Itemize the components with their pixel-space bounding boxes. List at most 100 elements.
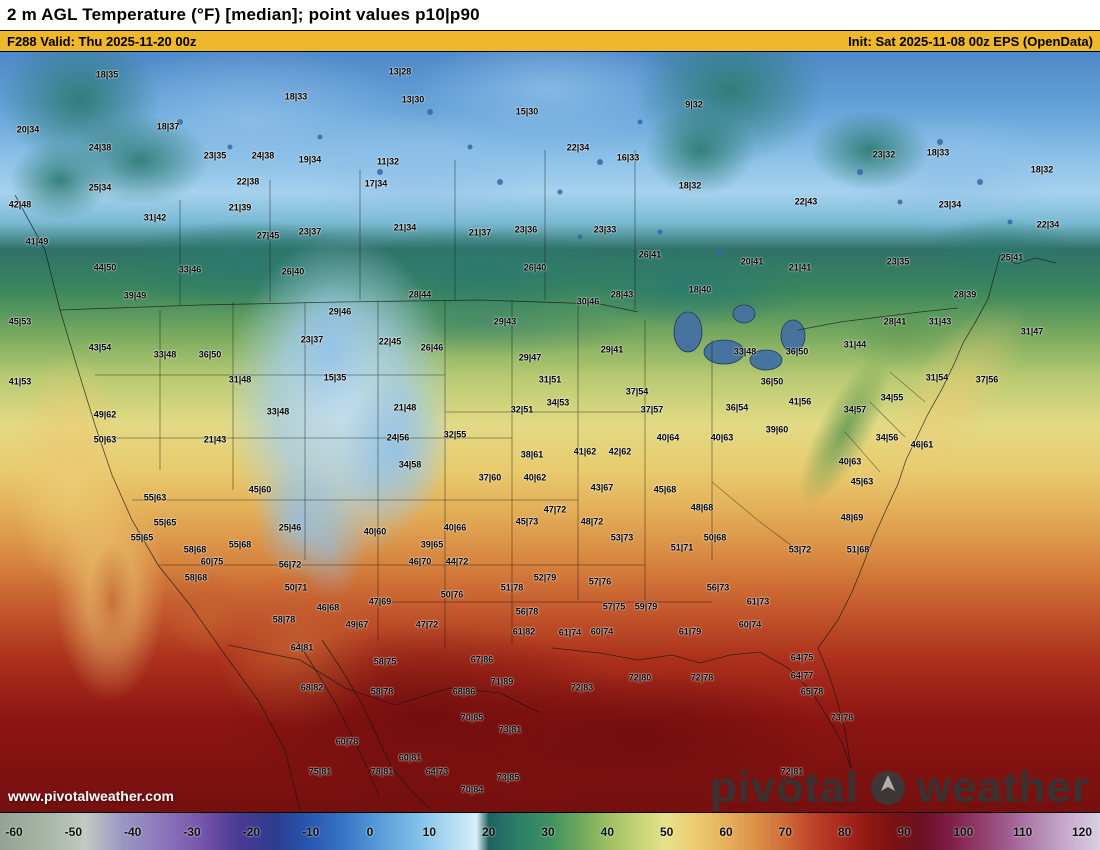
point-value: 18|33	[926, 147, 950, 158]
point-value: 57|75	[602, 601, 626, 612]
title-bar: 2 m AGL Temperature (°F) [median]; point…	[0, 0, 1100, 30]
point-value: 56|78	[515, 606, 539, 617]
valid-time-text: F288 Valid: Thu 2025-11-20 00z	[7, 33, 197, 49]
point-value: 55|65	[130, 532, 154, 543]
colorbar-tick: -10	[301, 824, 320, 839]
point-value: 34|53	[546, 397, 570, 408]
point-value: 43|67	[590, 482, 614, 493]
point-value: 13|28	[388, 66, 412, 77]
info-bar: F288 Valid: Thu 2025-11-20 00z Init: Sat…	[0, 30, 1100, 52]
point-value: 58|68	[184, 572, 208, 583]
point-value: 40|66	[443, 522, 467, 533]
colorbar-tick: 40	[600, 824, 615, 839]
point-value: 37|60	[478, 472, 502, 483]
point-value: 25|46	[278, 522, 302, 533]
brand-word-pivotal: pivotal	[709, 763, 859, 812]
brand-word-weather: weather	[916, 763, 1090, 812]
point-value: 61|82	[512, 626, 536, 637]
point-value: 38|61	[520, 449, 544, 460]
point-value: 60|78	[335, 736, 359, 747]
point-value: 33|46	[178, 264, 202, 275]
colorbar-tick: 20	[481, 824, 496, 839]
point-value: 72|80	[628, 672, 652, 683]
point-value: 31|47	[1020, 326, 1044, 337]
point-value: 28|43	[610, 289, 634, 300]
point-value: 11|32	[376, 156, 400, 167]
point-value: 50|63	[93, 434, 117, 445]
watermark-url: www.pivotalweather.com	[8, 788, 174, 804]
point-value: 28|39	[953, 289, 977, 300]
point-value: 21|48	[393, 402, 417, 413]
point-value: 49|67	[345, 619, 369, 630]
point-value: 55|65	[153, 517, 177, 528]
map-canvas[interactable]: 18|35 13|28 18|33 13|30 9|32 15|30 20|34 18|37 2…	[0, 52, 1100, 812]
point-value: 23|33	[593, 224, 617, 235]
point-value: 25|34	[88, 182, 112, 193]
colorbar-tick: 30	[541, 824, 555, 839]
point-value: 21|39	[228, 202, 252, 213]
point-value: 53|73	[610, 532, 634, 543]
colorbar-tick: 70	[778, 824, 793, 839]
point-value: 24|38	[251, 150, 275, 161]
point-value: 13|30	[401, 94, 425, 105]
point-value: 22|34	[566, 142, 590, 153]
point-value: 43|54	[88, 342, 112, 353]
point-value: 34|55	[880, 392, 904, 403]
point-value: 64|77	[790, 670, 814, 681]
point-value: 18|32	[678, 180, 702, 191]
point-value: 52|79	[533, 572, 557, 583]
point-value: 61|73	[746, 596, 770, 607]
point-value: 31|51	[538, 374, 562, 385]
point-value: 44|50	[93, 262, 117, 273]
point-value: 40|63	[710, 432, 734, 443]
point-value: 23|37	[298, 226, 322, 237]
point-value: 61|74	[558, 627, 582, 638]
point-value: 67|86	[470, 654, 494, 665]
point-value: 20|41	[740, 256, 764, 267]
point-value: 73|78	[830, 712, 854, 723]
point-value: 56|73	[706, 582, 730, 593]
point-value: 40|60	[363, 526, 387, 537]
point-value: 50|71	[284, 582, 308, 593]
point-value: 64|73	[425, 766, 449, 777]
brand-watermark: pivotal weather	[710, 766, 1090, 810]
point-value: 26|40	[281, 266, 305, 277]
point-value: 55|63	[143, 492, 167, 503]
point-value: 45|73	[515, 516, 539, 527]
point-value: 44|72	[445, 556, 469, 567]
point-value: 37|54	[625, 386, 649, 397]
point-value: 34|57	[843, 404, 867, 415]
point-value: 65|78	[800, 686, 824, 697]
point-value: 60|81	[398, 752, 422, 763]
point-value: 15|35	[323, 372, 347, 383]
point-value: 19|34	[298, 154, 322, 165]
point-value: 22|43	[794, 196, 818, 207]
point-value: 33|48	[266, 406, 290, 417]
point-value: 21|43	[203, 434, 227, 445]
point-value: 50|68	[703, 532, 727, 543]
map-title: 2 m AGL Temperature (°F) [median]; point…	[7, 5, 480, 24]
point-value: 70|85	[460, 712, 484, 723]
point-value: 15|30	[515, 106, 539, 117]
point-value: 23|34	[938, 199, 962, 210]
point-value: 51|78	[500, 582, 524, 593]
point-value: 40|62	[523, 472, 547, 483]
point-value: 64|81	[290, 642, 314, 653]
point-value: 46|70	[408, 556, 432, 567]
point-value: 72|83	[570, 682, 594, 693]
point-value: 31|43	[928, 316, 952, 327]
colorbar-tick: -50	[64, 824, 82, 839]
point-value: 22|34	[1036, 219, 1060, 230]
point-value: 73|85	[496, 772, 520, 783]
colorbar-tick: -40	[123, 824, 142, 839]
point-value: 29|41	[600, 344, 624, 355]
point-value: 46|61	[910, 439, 934, 450]
point-value: 51|71	[670, 542, 694, 553]
point-value: 20|34	[16, 124, 40, 135]
point-value: 61|79	[678, 626, 702, 637]
point-value: 45|68	[653, 484, 677, 495]
point-value: 34|56	[875, 432, 899, 443]
point-value: 41|62	[573, 446, 597, 457]
point-value: 39|60	[765, 424, 789, 435]
point-value: 22|38	[236, 176, 260, 187]
